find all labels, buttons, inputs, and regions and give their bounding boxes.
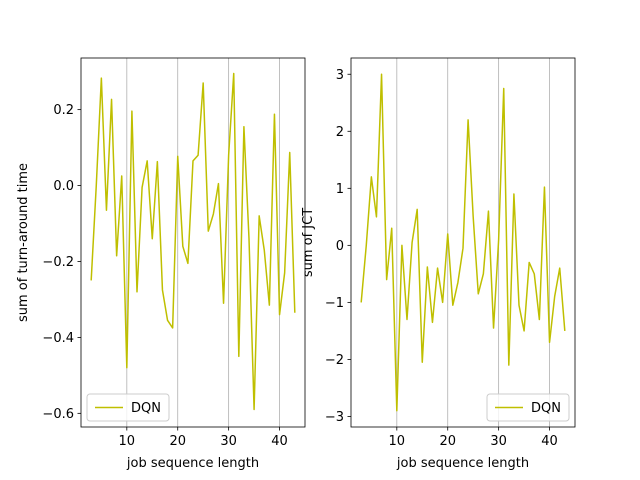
x-tick-label: 30 <box>220 434 237 449</box>
y-axis-label: sum of JCT <box>301 208 316 277</box>
x-tick-label: 40 <box>541 434 558 449</box>
y-tick-label: −2 <box>325 353 344 368</box>
x-axis-label: job sequence length <box>126 456 259 471</box>
y-tick-label: −3 <box>325 410 344 425</box>
y-tick-label: −1 <box>325 296 344 311</box>
y-tick-label: −0.4 <box>42 331 74 346</box>
y-tick-label: 0.2 <box>53 103 74 118</box>
subplot-1: 10 20 30 40 −0.6 −0.4 −0.2 0.0 0.2 job sequence l… <box>16 57 306 471</box>
y-tick-label: 2 <box>336 125 344 140</box>
x-tick-label: 20 <box>169 434 186 449</box>
y-tick-label: −0.2 <box>42 255 74 270</box>
plot-frame <box>80 57 306 428</box>
y-tick-label: 3 <box>336 68 344 83</box>
y-tick-label: 1 <box>336 182 344 197</box>
y-axis-label: sum of turn-around time <box>16 163 31 322</box>
legend-box <box>86 393 170 422</box>
series-line-dqn <box>360 73 566 412</box>
y-tick-label: −0.6 <box>42 407 74 422</box>
x-tick-label: 30 <box>490 434 507 449</box>
legend-label: DQN <box>531 401 561 416</box>
plot-frame <box>350 57 576 428</box>
series-line-dqn <box>90 72 296 411</box>
x-tick-label: 20 <box>439 434 456 449</box>
legend: DQN <box>86 393 170 422</box>
legend-label: DQN <box>131 401 161 416</box>
subplot-2: 10 20 30 40 −3 −2 −1 0 1 2 3 job sequence length sum… <box>301 57 576 471</box>
y-tick-label: 0 <box>336 239 344 254</box>
x-tick-label: 40 <box>271 434 288 449</box>
x-axis-label: job sequence length <box>396 456 529 471</box>
legend: DQN <box>486 393 570 422</box>
x-tick-label: 10 <box>389 434 406 449</box>
x-tick-label: 10 <box>119 434 136 449</box>
legend-box <box>486 393 570 422</box>
y-tick-label: 0.0 <box>53 179 74 194</box>
